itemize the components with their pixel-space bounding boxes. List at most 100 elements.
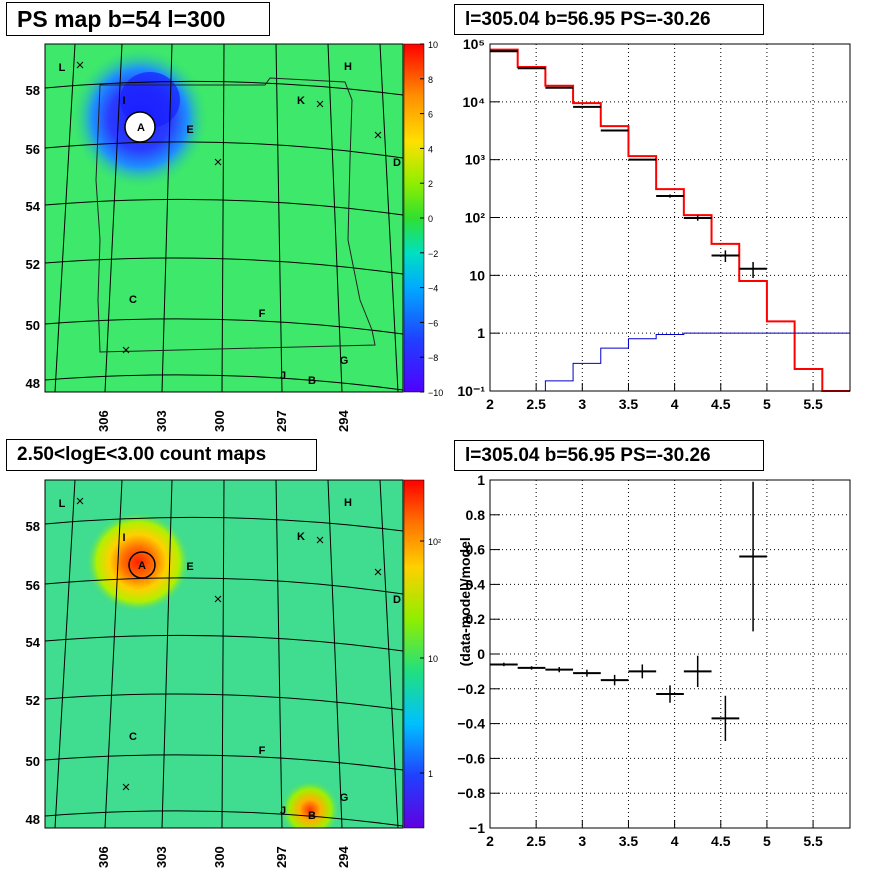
ps-map-source-label-c: C	[129, 294, 137, 306]
ps-map-colorbar-tick: −8	[428, 353, 438, 363]
residual-y-tick-label: 0	[477, 646, 485, 662]
count-map-source-marker	[316, 536, 324, 544]
ps-map-lat-tick: 52	[26, 257, 40, 272]
count-map-source-label-g: G	[340, 792, 349, 804]
ps-map-source-marker	[316, 100, 324, 108]
ps-map-lon-tick: 303	[154, 410, 169, 432]
spectrum-title: l=305.04 b=56.95 PS=-30.26	[454, 4, 764, 35]
count-map-source-label-b: B	[308, 810, 316, 822]
residual-y-tick-label: 0.6	[466, 542, 486, 558]
count-map-lat-tick: 52	[26, 693, 40, 708]
spectrum-x-tick-label: 3	[578, 396, 586, 412]
ps-map-source-label-h: H	[344, 61, 352, 73]
count-map-lat-tick: 50	[26, 754, 40, 769]
residual-y-tick-label: 0.8	[466, 507, 486, 523]
ps-map-panel	[44, 43, 425, 393]
count-map-panel	[44, 479, 425, 829]
count-map-lat-tick: 54	[26, 635, 41, 650]
spectrum-y-tick-label: 1	[477, 325, 485, 341]
residual-y-tick-label: −1	[469, 820, 485, 836]
spectrum-y-tick-label: 10⁵	[463, 36, 485, 52]
count-map-source-label-l: L	[59, 498, 66, 510]
ps-map-colorbar-tick: 6	[428, 110, 433, 120]
ps-map-source-label-a: A	[137, 122, 145, 134]
count-map-source-label-a: A	[138, 560, 146, 572]
residual-y-tick-label: −0.2	[457, 681, 485, 697]
count-map-title: 2.50<logE<3.00 count maps	[6, 439, 317, 471]
residual-title: l=305.04 b=56.95 PS=-30.26	[454, 440, 764, 471]
count-map-colorbar-tick: 10	[428, 654, 438, 664]
ps-map-lat-tick: 58	[26, 83, 40, 98]
residual-x-tick-label: 2.5	[526, 833, 546, 849]
spectrum-x-tick-label: 2.5	[526, 396, 546, 412]
count-map-lat-tick: 58	[26, 519, 40, 534]
residual-x-tick-label: 4.5	[711, 833, 731, 849]
count-map-source-b	[280, 780, 340, 828]
count-map-source-label-e: E	[186, 561, 193, 573]
residual-x-tick-label: 3.5	[619, 833, 639, 849]
residual-plot: 2 2.5 3 3.5 4 4.5 5 5.5 1 0.8 0.6 0.4 0.2 0 −0.2 −0.4 −0…	[457, 472, 851, 849]
ps-map-source-marker	[122, 346, 130, 354]
model-background-step	[490, 332, 850, 392]
spectrum-y-tick-label: 10²	[465, 210, 486, 226]
spectrum-x-tick-label: 5.5	[803, 396, 823, 412]
count-map-lat-tick: 56	[26, 578, 40, 593]
count-map-colorbar-tick: 10²	[428, 537, 441, 547]
count-map-source-a	[86, 512, 190, 612]
count-map-source-label-d: D	[393, 594, 401, 606]
count-map-source-label-k: K	[297, 531, 305, 543]
ps-map-lat-tick: 54	[26, 199, 41, 214]
ps-map-colorbar-tick: 4	[428, 144, 433, 154]
count-map-source-label-f: F	[259, 745, 266, 757]
spectrum-y-tick-label: 10	[469, 267, 485, 283]
ps-map-lat-tick: 50	[26, 318, 40, 333]
ps-map-title: PS map b=54 l=300	[6, 2, 270, 36]
ps-map-source-label-g: G	[340, 355, 349, 367]
count-map-source-label-h: H	[344, 497, 352, 509]
residual-y-tick-label: −0.8	[457, 785, 485, 801]
count-map-lon-tick: 294	[336, 846, 351, 868]
ps-map-source-label-e: E	[186, 124, 193, 136]
count-map-lat-tick: 48	[26, 812, 40, 827]
ps-map-colorbar-tick: −6	[428, 318, 438, 328]
count-map-source-label-c: C	[129, 731, 137, 743]
ps-map-roi-boundary	[95, 77, 376, 353]
ps-map-source-label-d: D	[393, 157, 401, 169]
ps-map-lon-tick: 294	[336, 410, 351, 432]
ps-map-source-label-j: J	[280, 370, 286, 382]
ps-map-lat-tick: 56	[26, 142, 40, 157]
ps-map-colorbar-tick: 8	[428, 75, 433, 85]
count-map-lon-tick: 297	[274, 846, 289, 868]
count-map-source-label-j: J	[280, 805, 286, 817]
ps-map-lon-tick: 300	[212, 410, 227, 432]
spectrum-plot: 2 2.5 3 3.5 4 4.5 5 5.5 10⁵ 10⁴ 10³ 10² 10 1 10⁻¹	[457, 36, 851, 412]
residual-y-tick-label: −0.4	[457, 716, 485, 732]
ps-map-colorbar	[404, 44, 424, 392]
residual-x-tick-label: 3	[578, 833, 586, 849]
residual-x-tick-label: 5	[763, 833, 771, 849]
spectrum-x-tick-label: 2	[486, 396, 494, 412]
count-map-source-marker	[374, 568, 382, 576]
count-map-source-marker	[122, 783, 130, 791]
ps-map-colorbar-tick: −2	[428, 249, 438, 259]
ps-map-lat-tick: 48	[26, 376, 40, 391]
residual-y-tick-label: 0.2	[466, 611, 486, 627]
count-map-colorbar-tick: 1	[428, 769, 433, 779]
residual-y-axis-label: (data-model)/model	[457, 537, 473, 666]
ps-map-colorbar-tick: 10	[428, 40, 438, 50]
spectrum-x-tick-label: 3.5	[619, 396, 639, 412]
ps-map-source-marker	[374, 131, 382, 139]
ps-map-lon-tick: 297	[274, 410, 289, 432]
model-total-step	[490, 48, 850, 392]
ps-map-colorbar-tick: 0	[428, 214, 433, 224]
ps-map-source-label-b: B	[308, 375, 316, 387]
residual-x-tick-label: 5.5	[803, 833, 823, 849]
ps-map-source-label-f: F	[259, 308, 266, 320]
count-map-lon-tick: 300	[212, 846, 227, 868]
ps-map-colorbar-tick: −10	[428, 388, 443, 398]
ps-map-source-marker	[76, 61, 84, 69]
residual-y-tick-label: 0.4	[466, 576, 486, 592]
ps-map-source-marker	[214, 158, 222, 166]
